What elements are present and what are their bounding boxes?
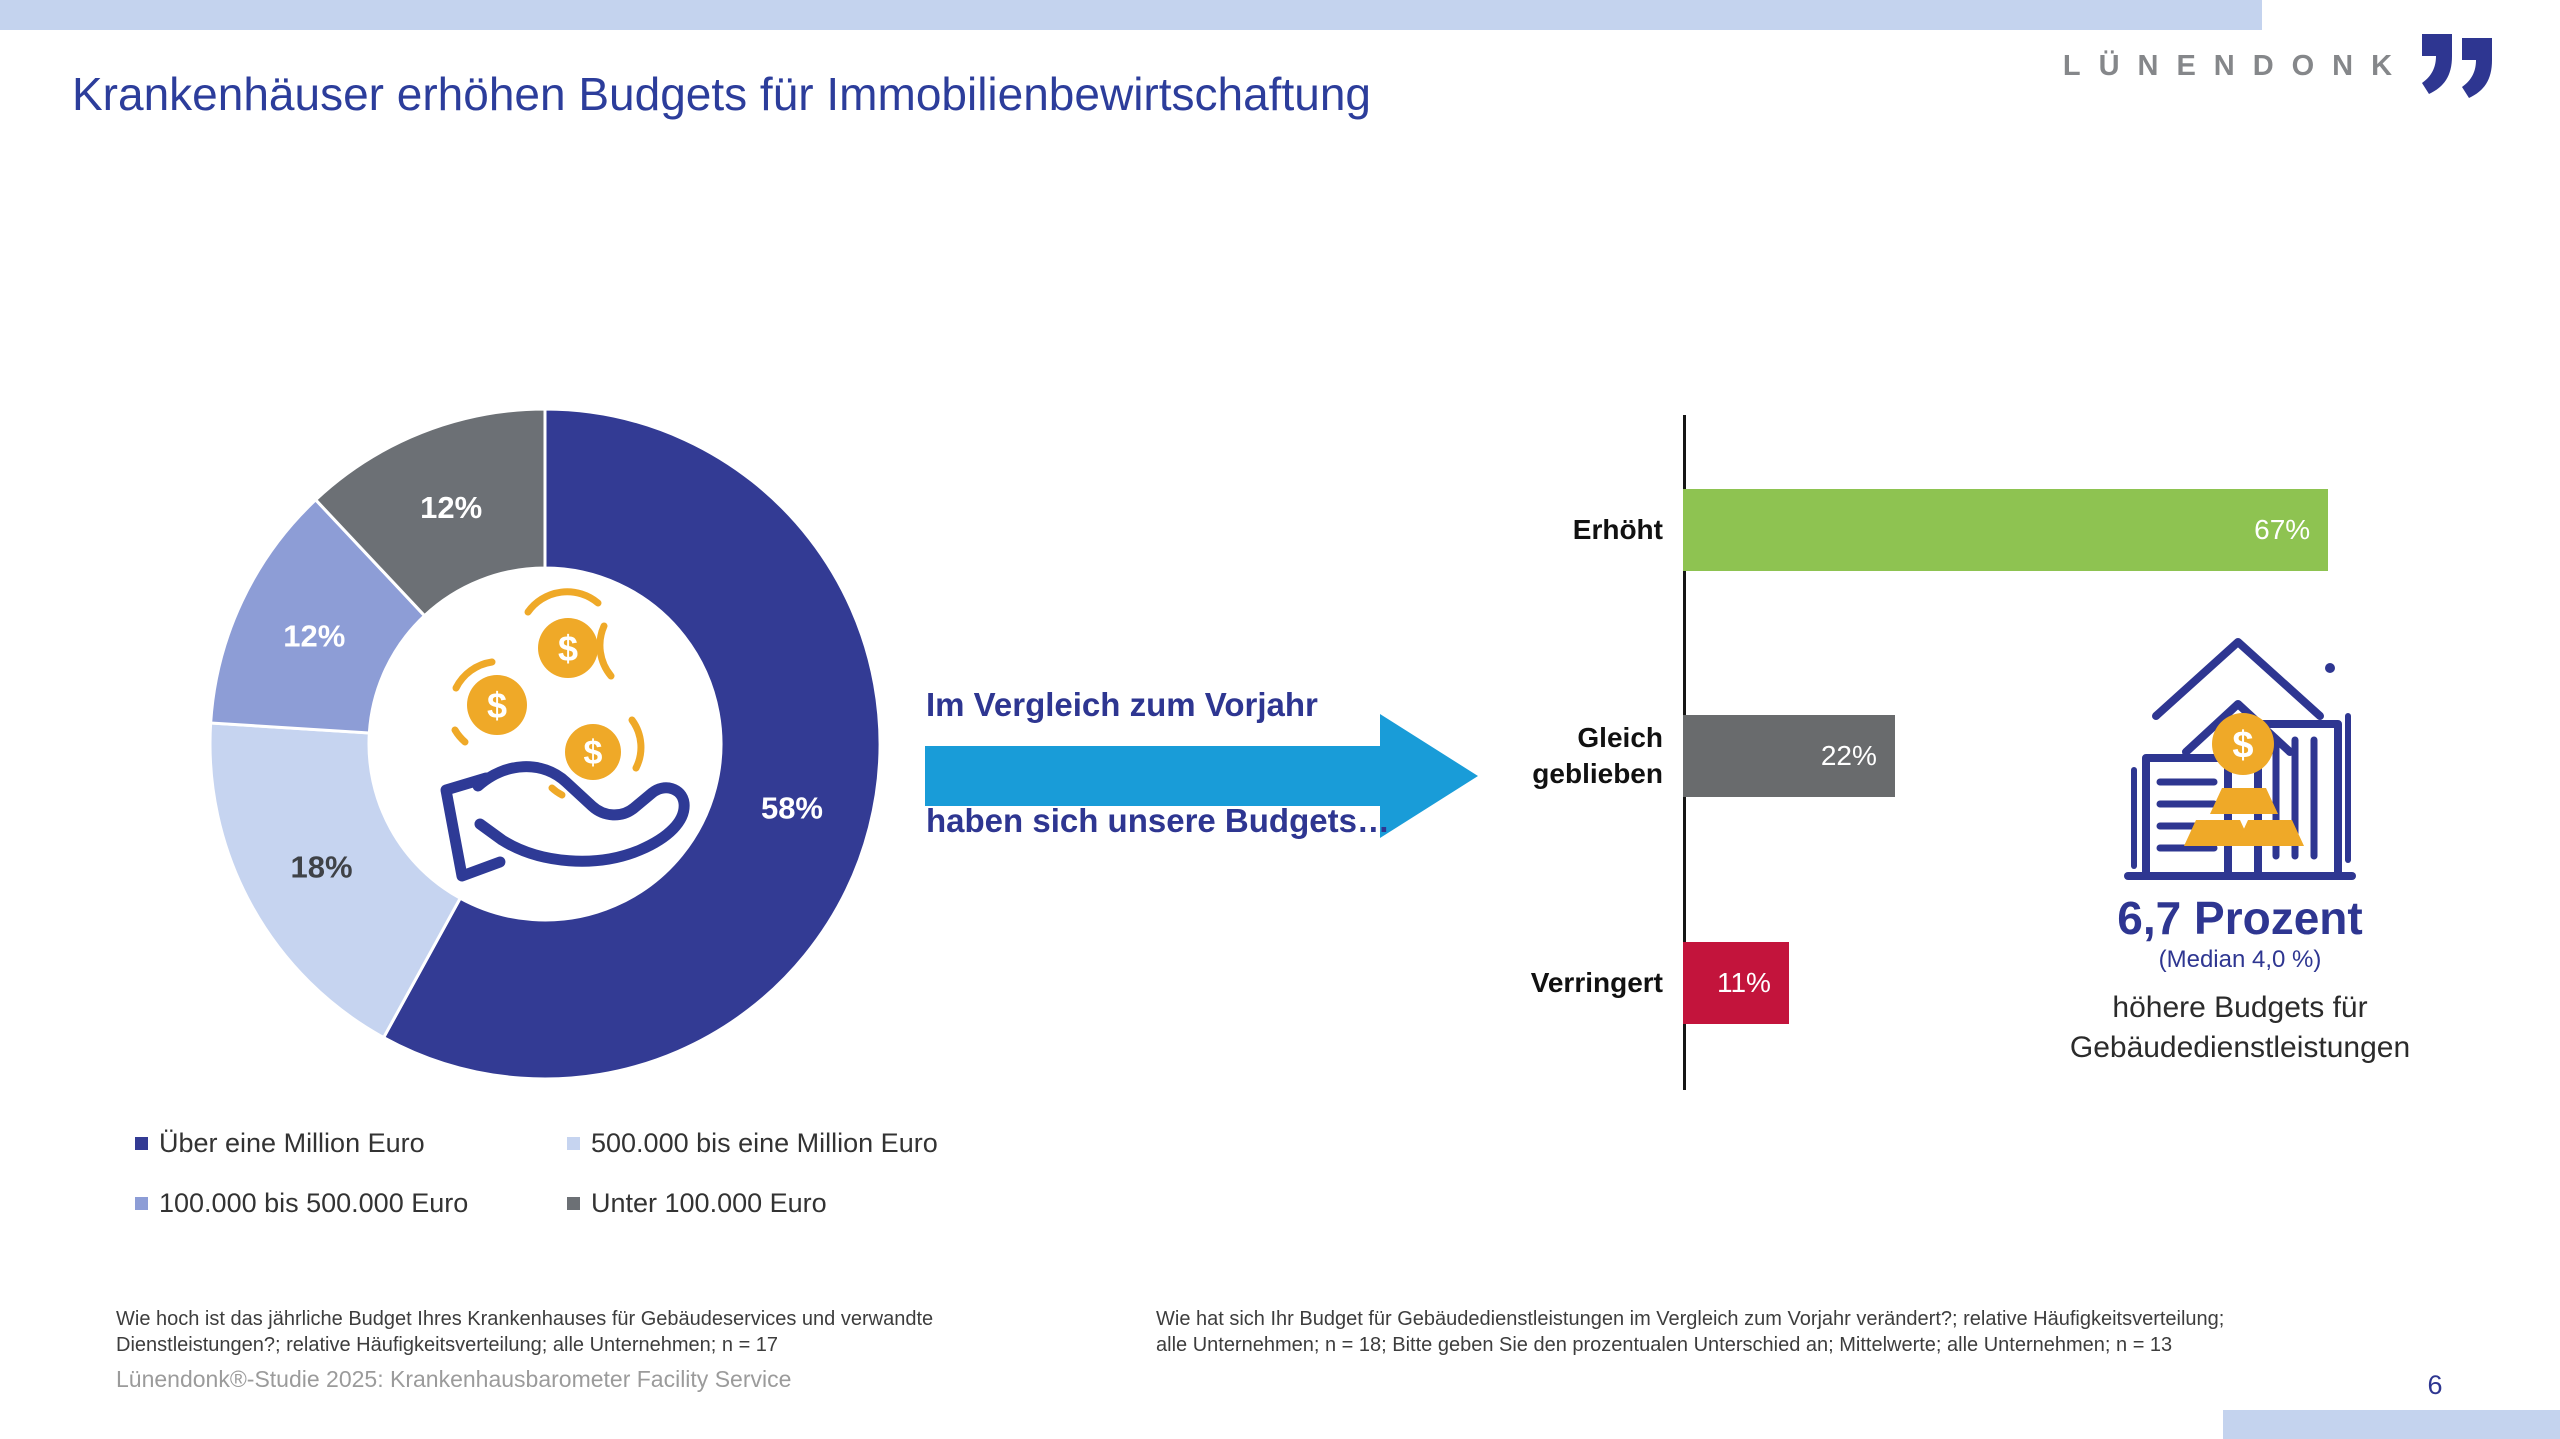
- legend-label: Unter 100.000 Euro: [591, 1187, 827, 1218]
- coin-icon: [2212, 713, 2274, 775]
- svg-text:$: $: [2232, 725, 2253, 767]
- bottom-accent-bar: [2223, 1410, 2560, 1439]
- donut-slice-label: 12%: [420, 490, 482, 525]
- coin-icon: [565, 724, 621, 780]
- logo-quotes-icon: [2422, 34, 2492, 98]
- donut-slice: [313, 407, 547, 618]
- footnote-right: Wie hat sich Ihr Budget für Gebäudediens…: [1156, 1308, 2225, 1356]
- page-title: Krankenhäuser erhöhen Budgets für Immobi…: [72, 68, 1371, 120]
- bar-value-label: 67%: [2254, 514, 2311, 545]
- logo-text: LÜNENDONK: [2062, 49, 2410, 82]
- legend-label: 500.000 bis eine Million Euro: [591, 1127, 938, 1158]
- donut-chart: 58% 18% 12% 12% $ $ $: [208, 407, 882, 1081]
- page-number: 6: [2427, 1370, 2443, 1400]
- svg-text:$: $: [487, 685, 507, 726]
- legend-swatch: [567, 1136, 580, 1150]
- donut-slice-label: 58%: [761, 790, 823, 825]
- legend-label: Über eine Million Euro: [159, 1127, 425, 1158]
- legend-item: Unter 100.000 Euro: [567, 1185, 938, 1221]
- legend-swatch: [567, 1196, 580, 1210]
- source-line: Lünendonk®-Studie 2025: Krankenhausbarom…: [116, 1366, 792, 1392]
- right-arrow-icon: [925, 714, 1478, 838]
- footnote-left: Wie hoch ist das jährliche Budget Ihres …: [116, 1308, 934, 1356]
- donut-legend: Über eine Million Euro 500.000 bis eine M…: [135, 1125, 938, 1221]
- bar-value-label: 22%: [1820, 740, 1877, 771]
- lunendonk-logo: LÜNENDONK: [2063, 34, 2498, 98]
- top-accent-bar: [0, 0, 2262, 30]
- bar-chart: Erhöht 67% Gleich geblieben 22% Verringert 11…: [1400, 400, 2400, 1120]
- legend-label: 100.000 bis 500.000 Euro: [159, 1187, 469, 1218]
- legend-item: 100.000 bis 500.000 Euro: [135, 1185, 567, 1221]
- legend-item: Über eine Million Euro: [135, 1125, 567, 1161]
- bar: 67%: [1683, 489, 2329, 571]
- stat-description: höhere Budgets für Gebäudedienstleistung…: [2069, 991, 2411, 1064]
- stat-value: 6,7 Prozent: [2117, 892, 2363, 944]
- donut-slice: [381, 407, 882, 1081]
- bar-category-label: Erhöht: [1572, 514, 1663, 545]
- arrow-caption-line1: Im Vergleich zum Vorjahr: [926, 686, 1318, 723]
- legend-swatch: [135, 1136, 148, 1150]
- donut-slice-label: 12%: [283, 618, 345, 653]
- coins-hand-icon: $ $ $: [440, 588, 690, 882]
- legend-item: 500.000 bis eine Million Euro: [567, 1125, 938, 1161]
- stat-median: (Median 4,0 %): [2158, 946, 2322, 973]
- svg-text:$: $: [584, 734, 603, 772]
- donut-slice: [208, 721, 463, 1040]
- bar-category-label: Verringert: [1530, 967, 1663, 998]
- buildings-gold-icon: $: [2124, 638, 2356, 880]
- donut-slice-label: 18%: [291, 850, 353, 885]
- coin-icon: [538, 618, 598, 678]
- hand-icon: [440, 761, 690, 882]
- gold-ingots-icon: [2184, 788, 2304, 846]
- svg-text:$: $: [558, 628, 578, 669]
- bar: 22%: [1683, 715, 1895, 797]
- arrow-caption-line2: haben sich unsere Budgets…: [926, 802, 1390, 839]
- coin-icon: [467, 675, 527, 735]
- bar: 11%: [1683, 942, 1789, 1024]
- bar-category-label: Gleich geblieben: [1532, 722, 1663, 789]
- legend-swatch: [135, 1196, 148, 1210]
- bar-value-label: 11%: [1716, 967, 1771, 998]
